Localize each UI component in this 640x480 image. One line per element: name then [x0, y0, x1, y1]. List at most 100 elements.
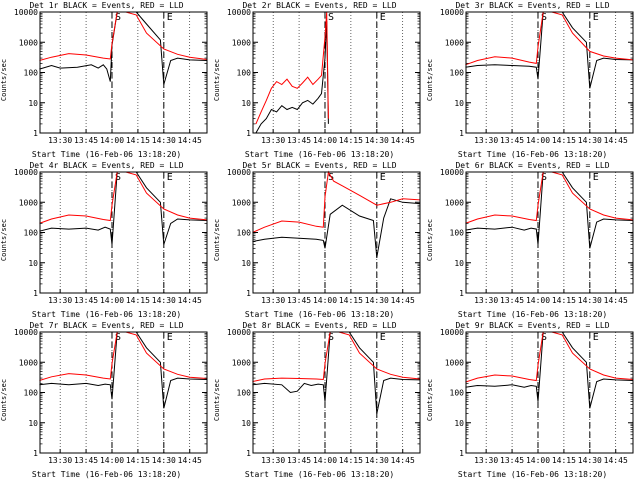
- series-line-events: [39, 331, 208, 409]
- chart-title: Det 6r BLACK = Events, RED = LLD: [455, 161, 610, 170]
- series-line-lld: [255, 11, 329, 125]
- y-tick-label: 1000: [19, 358, 38, 367]
- x-axis-label: Start Time (16-Feb-06 13:18:20): [31, 470, 182, 479]
- y-tick-label: 100: [450, 69, 465, 78]
- x-tick-label: 13:45: [287, 456, 311, 465]
- plot-frame: [252, 171, 421, 294]
- x-axis-label: Start Time (16-Feb-06 13:18:20): [457, 470, 608, 479]
- y-tick-label: 1000: [19, 198, 38, 207]
- marker-label: E: [167, 332, 173, 343]
- chart-panel: S E 1 10 100 1000 10000 13:30 13:45 14:00 14:15 14:…: [213, 160, 426, 320]
- series-line-events: [465, 331, 634, 409]
- x-tick-label: 14:15: [339, 296, 363, 305]
- marker-label: S: [541, 332, 547, 343]
- y-tick-label: 10000: [440, 8, 464, 17]
- x-tick-label: 13:30: [261, 136, 285, 145]
- y-tick-label: 10000: [440, 328, 464, 337]
- y-axis-label: Counts/sec: [426, 378, 434, 422]
- y-tick-label: 10000: [14, 328, 38, 337]
- y-tick-label: 100: [450, 389, 465, 398]
- chart-title: Det 3r BLACK = Events, RED = LLD: [455, 1, 610, 10]
- y-axis-label: Counts/sec: [0, 58, 8, 102]
- x-axis-label: Start Time (16-Feb-06 13:18:20): [31, 150, 182, 159]
- x-tick-label: 14:00: [526, 136, 550, 145]
- x-tick-label: 13:45: [74, 136, 98, 145]
- marker-label: E: [167, 12, 173, 23]
- x-tick-label: 14:00: [526, 296, 550, 305]
- marker-label: E: [593, 12, 599, 23]
- x-tick-label: 14:15: [339, 456, 363, 465]
- x-axis-label: Start Time (16-Feb-06 13:18:20): [31, 310, 182, 319]
- x-tick-label: 13:45: [500, 136, 524, 145]
- y-tick-label: 1: [33, 129, 38, 138]
- chart-panel: S E 1 10 100 1000 10000 13:30 13:45 14:00 14:15 14:…: [0, 160, 213, 320]
- x-tick-label: 14:00: [313, 136, 337, 145]
- x-tick-label: 14:00: [526, 456, 550, 465]
- x-tick-label: 13:45: [74, 296, 98, 305]
- chart-panel: S E 1 10 100 1000 10000 13:30 13:45 14:00 14:15 14:…: [213, 0, 426, 160]
- marker-label: E: [380, 332, 386, 343]
- y-tick-label: 100: [237, 69, 252, 78]
- x-tick-label: 14:30: [365, 456, 389, 465]
- chart-panel: S E 1 10 100 1000 10000 13:30 13:45 14:00 14:15 14:…: [426, 320, 639, 480]
- x-tick-label: 13:30: [474, 296, 498, 305]
- chart-title: Det 1r BLACK = Events, RED = LLD: [29, 1, 184, 10]
- series-line-lld: [252, 170, 421, 233]
- y-tick-label: 1: [246, 129, 251, 138]
- marker-label: S: [541, 172, 547, 183]
- series-line-lld: [252, 331, 421, 383]
- chart-title: Det 4r BLACK = Events, RED = LLD: [29, 161, 184, 170]
- y-tick-label: 10000: [227, 8, 251, 17]
- x-tick-label: 14:45: [178, 296, 202, 305]
- y-tick-label: 10: [454, 259, 464, 268]
- x-tick-label: 14:00: [100, 136, 124, 145]
- x-tick-label: 13:45: [287, 136, 311, 145]
- y-axis-label: Counts/sec: [426, 58, 434, 102]
- y-tick-label: 100: [237, 229, 252, 238]
- series-line-lld: [39, 171, 208, 224]
- y-tick-label: 10: [241, 259, 251, 268]
- marker-label: E: [167, 172, 173, 183]
- x-tick-label: 14:45: [178, 456, 202, 465]
- y-tick-label: 10: [454, 99, 464, 108]
- chart-title: Det 7r BLACK = Events, RED = LLD: [29, 321, 184, 330]
- y-tick-label: 1: [459, 449, 464, 458]
- y-axis-label: Counts/sec: [213, 58, 221, 102]
- y-tick-label: 1000: [232, 358, 251, 367]
- y-tick-label: 10: [454, 419, 464, 428]
- x-tick-label: 13:45: [74, 456, 98, 465]
- x-tick-label: 14:45: [178, 136, 202, 145]
- x-tick-label: 13:45: [500, 296, 524, 305]
- x-tick-label: 14:15: [552, 296, 576, 305]
- x-tick-label: 14:45: [604, 296, 628, 305]
- x-tick-label: 14:15: [552, 136, 576, 145]
- plot-frame: [465, 11, 634, 134]
- y-tick-label: 100: [24, 389, 39, 398]
- chart-panel: S E 1 10 100 1000 10000 13:30 13:45 14:00 14:15 14:…: [426, 0, 639, 160]
- y-tick-label: 1: [33, 449, 38, 458]
- plot-frame: [252, 11, 421, 134]
- marker-label: E: [380, 12, 386, 23]
- y-tick-label: 1000: [232, 198, 251, 207]
- y-axis-label: Counts/sec: [0, 378, 8, 422]
- plot-frame: [39, 11, 208, 134]
- x-tick-label: 13:45: [287, 296, 311, 305]
- chart-title: Det 2r BLACK = Events, RED = LLD: [242, 1, 397, 10]
- marker-label: E: [380, 172, 386, 183]
- x-axis-label: Start Time (16-Feb-06 13:18:20): [457, 150, 608, 159]
- series-line-events: [39, 11, 208, 85]
- y-axis-label: Counts/sec: [213, 378, 221, 422]
- y-tick-label: 10: [241, 99, 251, 108]
- x-tick-label: 14:30: [578, 296, 602, 305]
- x-tick-label: 14:15: [126, 296, 150, 305]
- x-tick-label: 13:45: [500, 456, 524, 465]
- x-axis-label: Start Time (16-Feb-06 13:18:20): [457, 310, 608, 319]
- series-line-lld: [465, 171, 634, 224]
- x-tick-label: 13:30: [261, 456, 285, 465]
- marker-label: S: [115, 332, 121, 343]
